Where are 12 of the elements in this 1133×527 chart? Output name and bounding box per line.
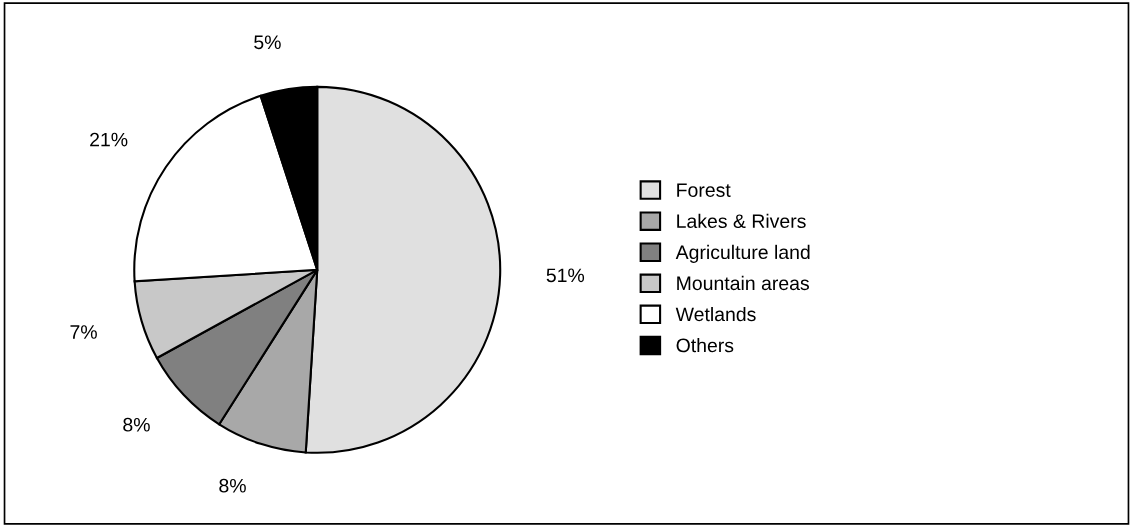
data-label: 8% — [123, 417, 150, 432]
data-label: 7% — [70, 325, 97, 339]
data-label: 51% — [546, 268, 585, 283]
legend-label: Others — [676, 338, 734, 353]
legend-label: Wetlands — [675, 306, 756, 322]
legend-label: Agriculture land — [675, 244, 810, 263]
data-label: 21% — [90, 132, 128, 147]
legend-label: Forest — [677, 183, 731, 197]
legend-label: Mountain areas — [677, 275, 809, 291]
data-label: 8% — [219, 478, 246, 493]
legend-label: Lakes & Rivers — [677, 213, 806, 229]
data-label: 5% — [254, 35, 281, 50]
